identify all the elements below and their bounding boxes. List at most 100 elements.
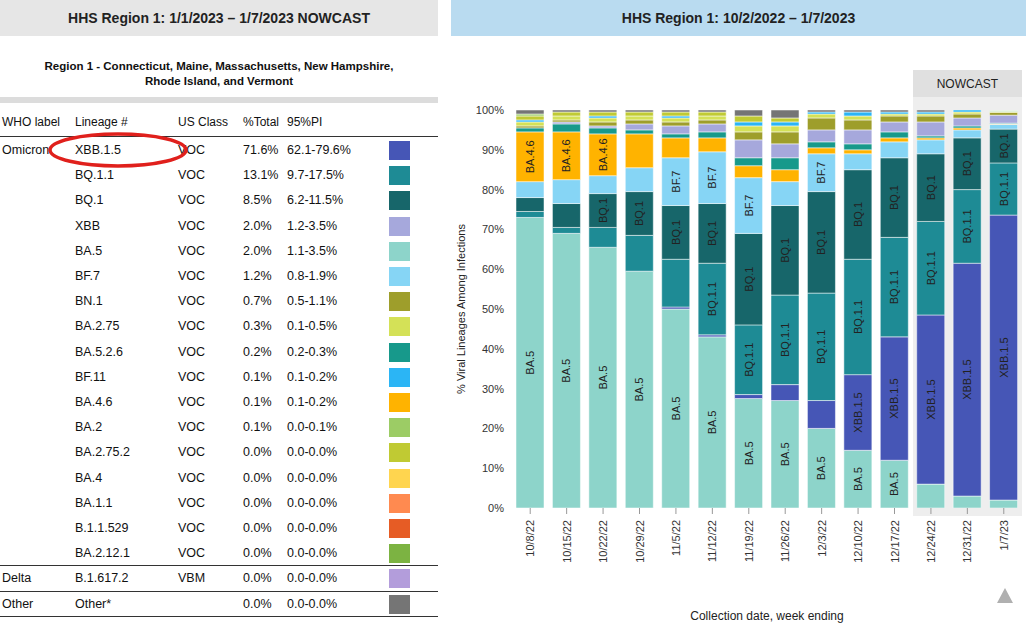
svg-text:BQ.1.1: BQ.1.1	[852, 300, 864, 334]
svg-text:BA.5: BA.5	[743, 441, 755, 465]
html-text:9.7-17.5%: 9.7-17.5%	[287, 168, 344, 183]
svg-text:BA.5: BA.5	[633, 378, 645, 402]
svg-text:BF.7: BF.7	[743, 195, 755, 217]
html-text:1.2-3.5%: 1.2-3.5%	[287, 218, 337, 233]
html-text:0.7%: 0.7%	[243, 294, 272, 309]
svg-text:BA.5: BA.5	[888, 472, 900, 496]
svg-text:BA.4.6: BA.4.6	[560, 139, 572, 172]
svg-text:BQ.1: BQ.1	[815, 230, 827, 255]
svg-text:BQ.1.1: BQ.1.1	[998, 172, 1010, 206]
svg-text:11/12/22: 11/12/22	[706, 520, 718, 562]
html-text:VOC: VOC	[178, 168, 206, 183]
svg-text:BA.4.6: BA.4.6	[597, 138, 609, 171]
html-text:HHS Region 1: 1/1/2023 – 1/7/2: HHS Region 1: 1/1/2023 – 1/7/2023 NOWCAS…	[68, 10, 370, 26]
svg-text:BA.5: BA.5	[524, 351, 536, 375]
svg-text:BQ.1: BQ.1	[852, 202, 864, 227]
svg-text:30%: 30%	[482, 383, 504, 395]
svg-text:11/26/22: 11/26/22	[779, 520, 791, 562]
svg-text:XBB.1.5: XBB.1.5	[888, 378, 900, 418]
svg-text:BA.5: BA.5	[706, 411, 718, 435]
svg-text:BQ.1.1: BQ.1.1	[815, 330, 827, 364]
svg-text:BQ.1.1: BQ.1.1	[706, 282, 718, 316]
svg-text:10/15/22: 10/15/22	[561, 520, 573, 563]
svg-text:BA.5: BA.5	[597, 366, 609, 390]
html-text:VOC: VOC	[178, 193, 206, 208]
svg-text:12/10/22: 12/10/22	[852, 520, 864, 563]
svg-text:12/3/22: 12/3/22	[816, 520, 828, 557]
svg-text:BQ.1: BQ.1	[961, 151, 973, 176]
svg-text:12/24/22: 12/24/22	[925, 520, 937, 563]
svg-text:BQ.1: BQ.1	[633, 201, 645, 226]
svg-text:BF.7: BF.7	[706, 167, 718, 189]
svg-text:XBB.1.5: XBB.1.5	[998, 337, 1010, 377]
svg-text:1/7/23: 1/7/23	[998, 520, 1010, 551]
html-text:0.3%: 0.3%	[243, 319, 272, 334]
svg-text:80%: 80%	[482, 184, 504, 196]
html-text:2.0%: 2.0%	[243, 243, 272, 258]
svg-text:BQ.1.1: BQ.1.1	[925, 251, 937, 285]
html-text:BA.5.2.6: BA.5.2.6	[75, 344, 123, 359]
html-text:0.1-0.5%: 0.1-0.5%	[287, 319, 337, 334]
html-text:2.0%: 2.0%	[243, 218, 272, 233]
html-text:6.2-11.5%: 6.2-11.5%	[287, 193, 344, 208]
svg-text:BA.5: BA.5	[670, 397, 682, 421]
html-text:0.2%: 0.2%	[243, 344, 272, 359]
svg-text:BQ.1: BQ.1	[779, 238, 791, 263]
svg-text:XBB.1.5: XBB.1.5	[852, 392, 864, 432]
svg-text:10/22/22: 10/22/22	[597, 520, 609, 563]
svg-text:BQ.1: BQ.1	[925, 175, 937, 200]
html-text:VOC: VOC	[178, 243, 206, 258]
svg-text:BQ.1.1: BQ.1.1	[888, 270, 900, 304]
svg-text:BQ.1: BQ.1	[706, 221, 718, 246]
svg-text:BQ.1: BQ.1	[597, 198, 609, 223]
svg-text:Collection date, week ending: Collection date, week ending	[690, 609, 843, 623]
svg-text:10/8/22: 10/8/22	[524, 520, 536, 557]
html-text:BA.5: BA.5	[75, 243, 103, 258]
html-text:0.5-1.1%: 0.5-1.1%	[287, 294, 337, 309]
svg-text:XBB.1.5: XBB.1.5	[961, 359, 973, 399]
html-text:BN.1: BN.1	[75, 294, 103, 309]
svg-text:12/17/22: 12/17/22	[889, 520, 901, 563]
html-text:VOC: VOC	[178, 344, 206, 359]
svg-text:100%: 100%	[476, 104, 504, 116]
svg-text:BA.4.6: BA.4.6	[524, 140, 536, 173]
svg-text:11/19/22: 11/19/22	[743, 520, 755, 562]
svg-text:BA.5: BA.5	[779, 442, 791, 466]
html-text:BQ.1.1: BQ.1.1	[75, 168, 114, 183]
svg-text:BQ.1: BQ.1	[743, 267, 755, 292]
svg-text:% Viral Lineages Among Infecti: % Viral Lineages Among Infections	[455, 224, 467, 394]
svg-text:BF.7: BF.7	[815, 162, 827, 184]
svg-text:BA.5: BA.5	[852, 467, 864, 491]
html-text:VOC: VOC	[178, 319, 206, 334]
svg-text:XBB.1.5: XBB.1.5	[925, 379, 937, 419]
svg-text:50%: 50%	[482, 303, 504, 315]
svg-text:BQ.1.1: BQ.1.1	[961, 209, 973, 243]
svg-text:0%: 0%	[488, 502, 504, 514]
svg-text:BA.5: BA.5	[560, 359, 572, 383]
svg-text:BA.5: BA.5	[815, 456, 827, 480]
svg-text:11/5/22: 11/5/22	[670, 520, 682, 556]
svg-text:BQ.1: BQ.1	[888, 185, 900, 210]
html-text:BA.2.75: BA.2.75	[75, 319, 120, 334]
html-text:8.5%: 8.5%	[243, 193, 272, 208]
html-text:1.1-3.5%: 1.1-3.5%	[287, 243, 337, 258]
svg-text:60%: 60%	[482, 263, 504, 275]
html-text:13.1%: 13.1%	[243, 168, 279, 183]
html-text:BQ.1: BQ.1	[75, 193, 104, 208]
svg-text:BQ.1.1: BQ.1.1	[743, 343, 755, 377]
svg-text:BQ.1.1: BQ.1.1	[779, 323, 791, 357]
svg-text:BF.7: BF.7	[670, 171, 682, 193]
svg-text:90%: 90%	[482, 144, 504, 156]
svg-text:BQ.1: BQ.1	[998, 133, 1010, 158]
html-text:VOC: VOC	[178, 294, 206, 309]
svg-text:10/29/22: 10/29/22	[634, 520, 646, 563]
html-text:XBB: XBB	[75, 218, 100, 233]
svg-text:70%: 70%	[482, 223, 504, 235]
svg-text:20%: 20%	[482, 422, 504, 434]
html-text:VOC: VOC	[178, 218, 206, 233]
svg-text:12/31/22: 12/31/22	[961, 520, 973, 563]
svg-text:40%: 40%	[482, 343, 504, 355]
html-text:HHS Region 1: 10/2/2022 – 1/7/: HHS Region 1: 10/2/2022 – 1/7/2023	[621, 10, 856, 26]
svg-text:BQ.1: BQ.1	[670, 220, 682, 245]
svg-text:10%: 10%	[482, 462, 504, 474]
